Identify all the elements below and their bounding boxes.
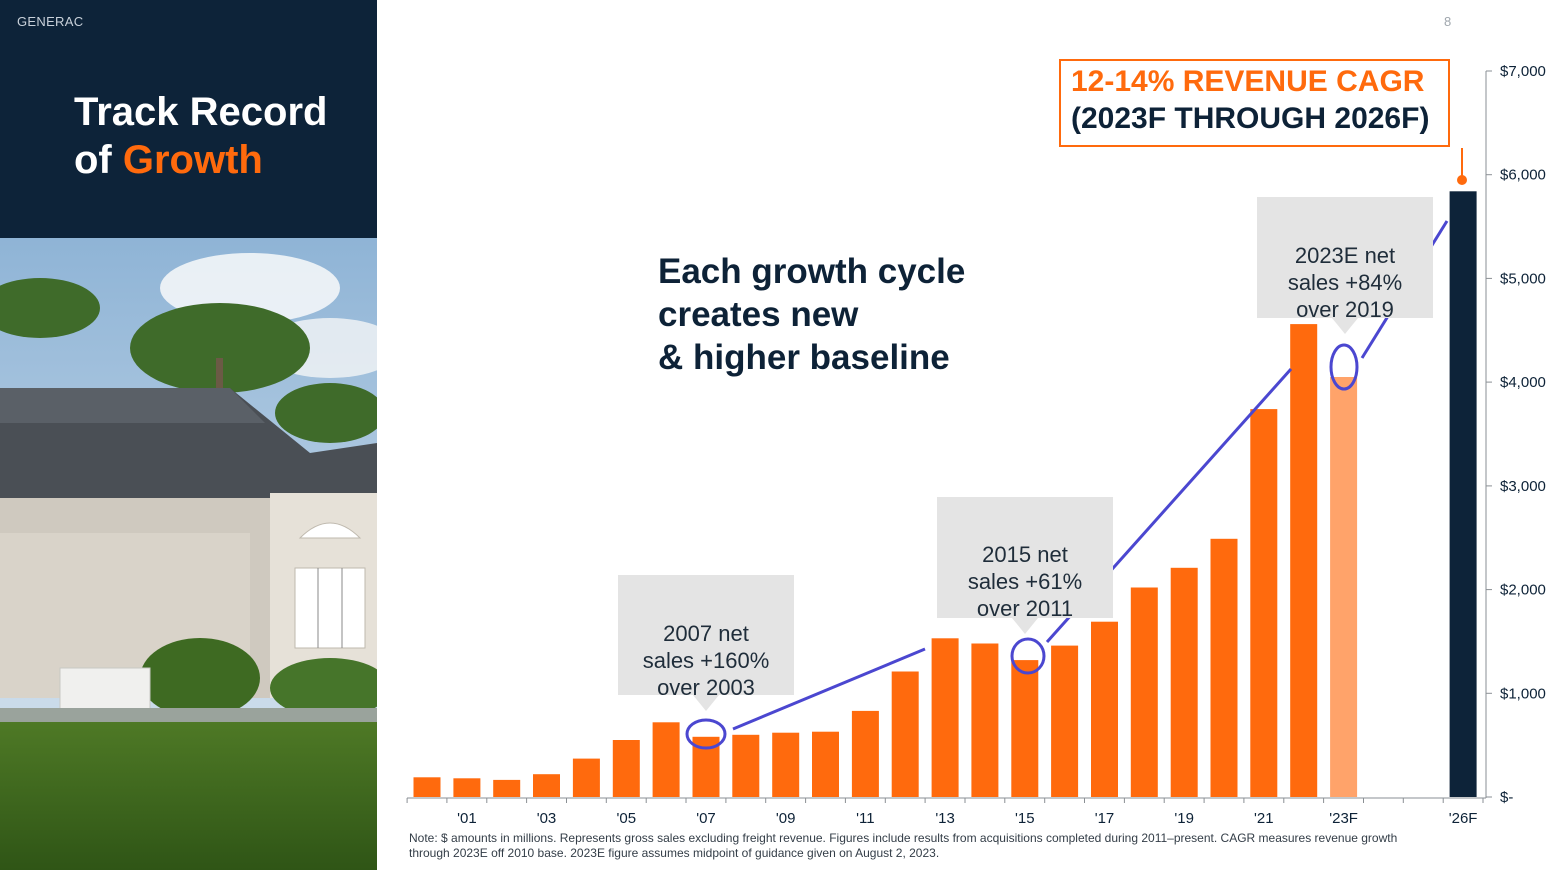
bar-2011 bbox=[851, 710, 879, 797]
callout-2023: 2023E net sales +84% over 2019 bbox=[1257, 197, 1433, 334]
bar-2000 bbox=[413, 777, 441, 797]
x-tick-label: '23F bbox=[1329, 810, 1358, 827]
x-tick-label: '26F bbox=[1449, 810, 1478, 827]
bar-2010 bbox=[812, 731, 839, 797]
page-number: 8 bbox=[1444, 14, 1452, 29]
bar-2006 bbox=[652, 722, 680, 797]
y-tick-label: $5,000 bbox=[1500, 270, 1546, 287]
y-tick-label: $7,000 bbox=[1500, 63, 1546, 80]
callout-2007-text: 2007 net sales +160% over 2003 bbox=[642, 621, 770, 700]
cagr-callout-box: 12-14% REVENUE CAGR (2023F THROUGH 2026F… bbox=[1059, 59, 1450, 147]
x-tick-label: '19 bbox=[1174, 810, 1194, 827]
bar-2002 bbox=[493, 779, 521, 797]
cagr-line-2: (2023F THROUGH 2026F) bbox=[1071, 102, 1430, 135]
bar-2022 bbox=[1290, 324, 1318, 797]
slide-title: Track Record of Growth bbox=[74, 88, 327, 184]
bar-2019 bbox=[1170, 567, 1198, 797]
bar-2004 bbox=[572, 758, 600, 797]
x-tick-label: '05 bbox=[617, 810, 637, 827]
y-axis: $- $1,000 $2,000 $3,000 $4,000 $5,000 $6,000 $7… bbox=[1485, 63, 1546, 806]
x-tick-label: '15 bbox=[1015, 810, 1035, 827]
x-tick-label: '01 bbox=[457, 810, 477, 827]
x-tick-label: '17 bbox=[1095, 810, 1115, 827]
cagr-line-1: 12-14% REVENUE CAGR bbox=[1071, 65, 1425, 98]
title-line-2: of Growth bbox=[74, 136, 327, 184]
x-tick-label: '07 bbox=[696, 810, 716, 827]
highlight-circle-2015 bbox=[1010, 637, 1046, 675]
y-tick-label: $2,000 bbox=[1500, 582, 1546, 599]
callout-2023-text: 2023E net sales +84% over 2019 bbox=[1287, 243, 1403, 322]
title-accent: Growth bbox=[122, 138, 263, 182]
x-axis: '01 '03 '05 '07 '09 '11 '13 '15 '17 '19 '21 '23F '26… bbox=[406, 797, 1486, 827]
title-line-1: Track Record bbox=[74, 90, 328, 134]
x-tick-label: '03 bbox=[537, 810, 557, 827]
bar-2016 bbox=[1051, 645, 1079, 797]
bar-group bbox=[413, 191, 1477, 798]
y-tick-label: $3,000 bbox=[1500, 478, 1546, 495]
bar-2018 bbox=[1130, 587, 1158, 797]
callout-2007: 2007 net sales +160% over 2003 bbox=[618, 575, 794, 711]
house-photo bbox=[0, 238, 377, 870]
bar-2021 bbox=[1250, 409, 1278, 797]
bar-2005 bbox=[612, 740, 640, 797]
highlight-circle-2023 bbox=[1329, 343, 1359, 391]
bar-2012 bbox=[891, 671, 919, 797]
bar-2003 bbox=[533, 774, 560, 797]
title-panel: GENERAC Track Record of Growth bbox=[0, 0, 377, 238]
x-tick-label: '13 bbox=[935, 810, 955, 827]
trend-line-2007 bbox=[732, 647, 926, 731]
bar-2015 bbox=[1011, 660, 1039, 797]
bar-2008 bbox=[732, 734, 760, 797]
bar-2017 bbox=[1091, 621, 1118, 797]
highlight-circle-2007 bbox=[685, 718, 727, 750]
x-tick-label: '11 bbox=[856, 810, 874, 827]
cagr-connector-dot bbox=[1457, 175, 1467, 185]
bar-2020 bbox=[1210, 538, 1238, 797]
bar-2026F bbox=[1449, 191, 1477, 798]
footnote: Note: $ amounts in millions. Represents … bbox=[409, 831, 1398, 860]
callout-2015-text: 2015 net sales +61% over 2011 bbox=[967, 542, 1083, 621]
headline: Each growth cycle creates new & higher b… bbox=[658, 252, 966, 377]
bar-2001 bbox=[453, 778, 481, 797]
bar-2009 bbox=[772, 732, 800, 797]
y-tick-label: $1,000 bbox=[1500, 685, 1546, 702]
y-tick-label: $6,000 bbox=[1500, 167, 1546, 184]
x-tick-label: '21 bbox=[1254, 810, 1274, 827]
title-prefix: of bbox=[74, 138, 123, 182]
x-tick-label: '09 bbox=[776, 810, 796, 827]
bar-2013 bbox=[931, 638, 959, 797]
y-tick-label: $- bbox=[1500, 789, 1513, 806]
y-tick-label: $4,000 bbox=[1500, 374, 1546, 391]
brand-label: GENERAC bbox=[17, 14, 84, 29]
callout-2015: 2015 net sales +61% over 2011 bbox=[937, 497, 1113, 634]
bar-2023F bbox=[1330, 377, 1358, 797]
bar-2014 bbox=[971, 643, 999, 797]
